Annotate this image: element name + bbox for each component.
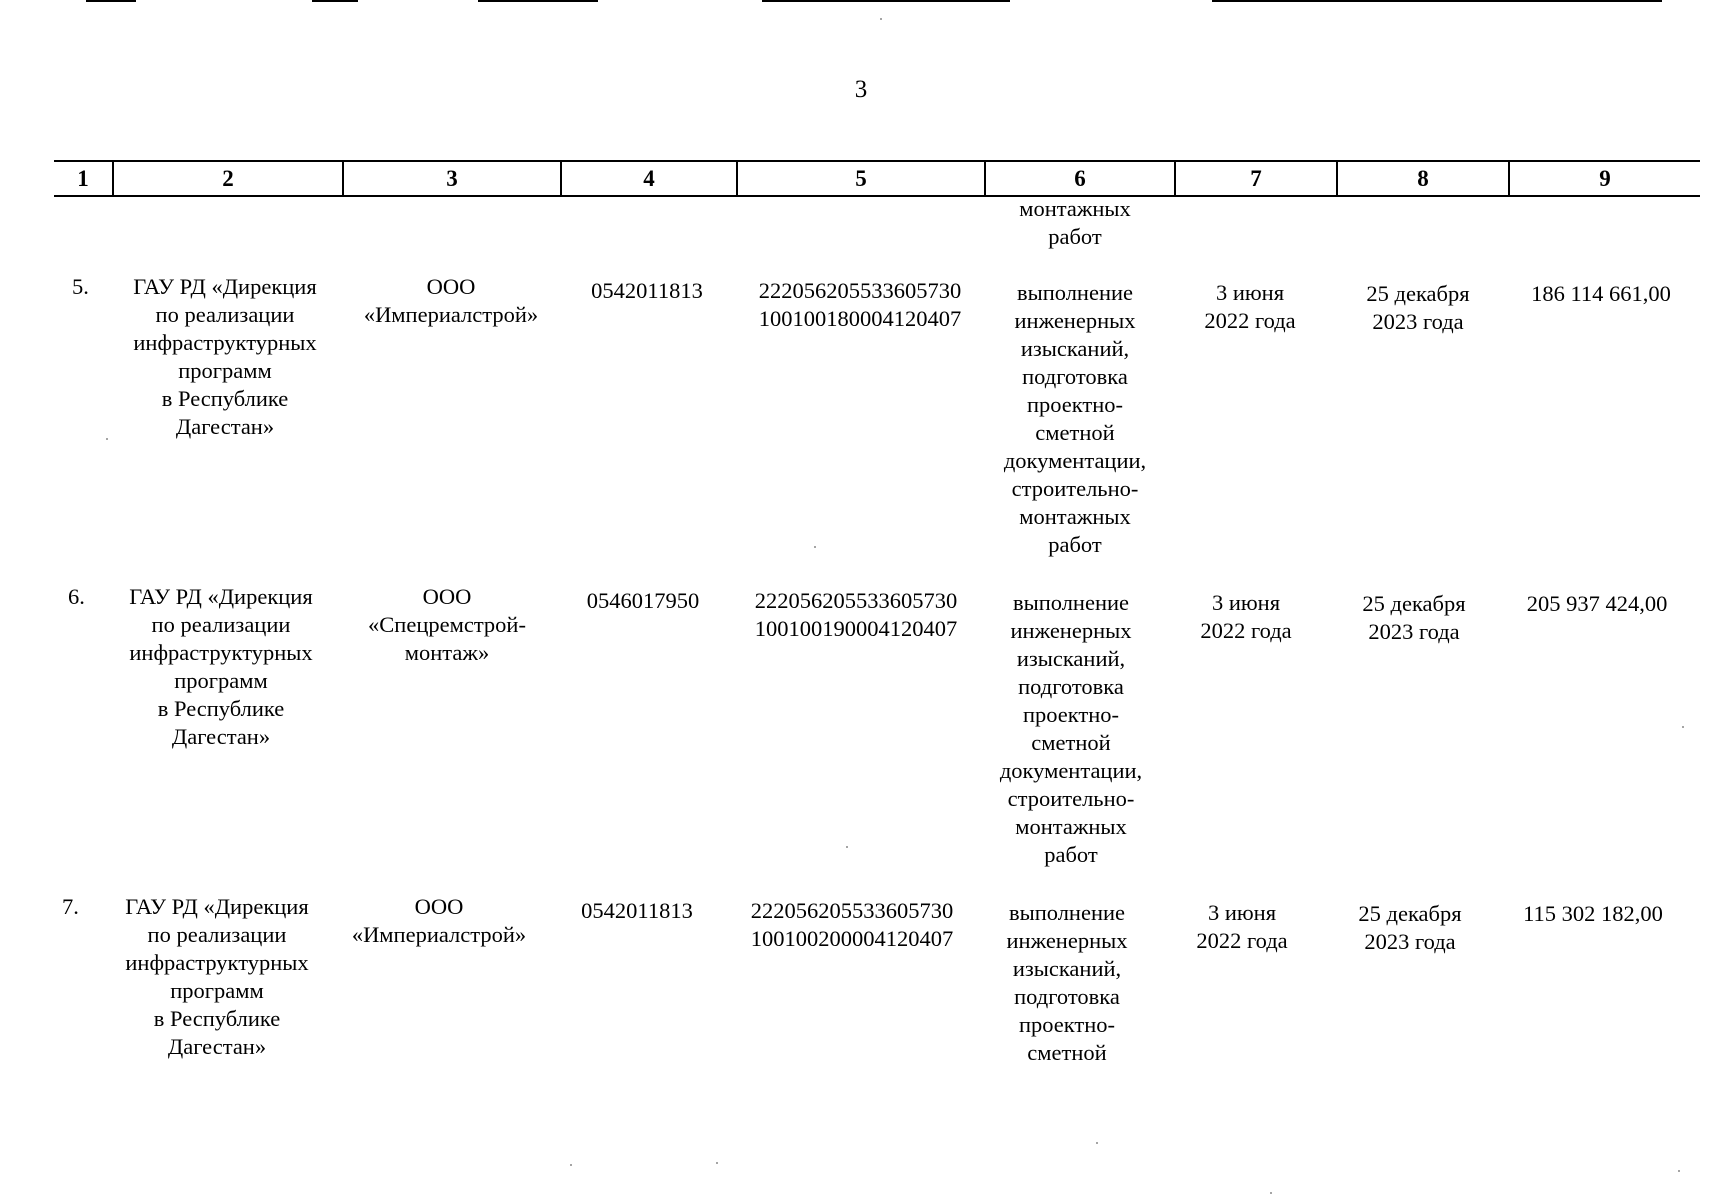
row-7-start-date: 3 июня 2022 года (1196, 900, 1288, 953)
row-6-amount: 205 937 424,00 (1526, 591, 1668, 616)
table-header-row: 1 2 3 4 5 6 7 8 9 (54, 160, 1700, 197)
header-col-4: 4 (560, 162, 736, 195)
row-6-customer: ГАУ РД «Дирекция по реализации инфрастру… (129, 584, 313, 749)
scan-speck (1270, 1192, 1272, 1194)
header-col-8: 8 (1336, 162, 1508, 195)
header-col-1: 1 (77, 166, 89, 191)
header-col-9: 9 (1508, 162, 1700, 195)
scan-speck (716, 1162, 718, 1164)
top-rule-fragment (478, 0, 598, 2)
row-5-start-date: 3 июня 2022 года (1204, 280, 1296, 333)
header-col-5: 5 (736, 162, 984, 195)
scan-speck (570, 1164, 572, 1166)
row-7-work-description: выполнение инженерных изысканий, подгото… (1006, 900, 1128, 1065)
header-col-2: 2 (112, 162, 342, 195)
row-5-work-description: выполнение инженерных изысканий, подгото… (1003, 280, 1147, 557)
scan-speck (1678, 1170, 1680, 1172)
row-6-inn: 0546017950 (586, 588, 700, 613)
top-rule-fragment (762, 0, 1010, 2)
row-5-end-date: 25 декабря 2023 года (1366, 281, 1470, 334)
row-6-contract-code: 222056205533605730 100100190004120407 (754, 588, 958, 641)
scan-speck (846, 846, 848, 848)
row-7-customer: ГАУ РД «Дирекция по реализации инфрастру… (125, 894, 309, 1059)
top-rule-fragment (1212, 0, 1662, 2)
scan-speck (880, 18, 882, 20)
header-col-7: 7 (1174, 162, 1336, 195)
header-col-3: 3 (342, 162, 560, 195)
continuation-work-text: монтажных работ (1019, 196, 1131, 249)
row-7-end-date: 25 декабря 2023 года (1358, 901, 1462, 954)
row-7-inn: 0542011813 (581, 898, 693, 923)
row-6-end-date: 25 декабря 2023 года (1362, 591, 1466, 644)
row-5-number: 5. (72, 274, 89, 299)
scan-speck (106, 438, 108, 440)
row-5-inn: 0542011813 (591, 278, 703, 303)
top-rule-fragment (312, 0, 358, 2)
scan-speck (814, 546, 816, 548)
row-7-contractor: ООО «Империалстрой» (351, 894, 527, 947)
row-6-start-date: 3 июня 2022 года (1200, 590, 1292, 643)
scan-speck (1682, 726, 1684, 728)
row-6-number: 6. (68, 584, 85, 609)
row-5-customer: ГАУ РД «Дирекция по реализации инфрастру… (133, 274, 317, 439)
row-7-amount: 115 302 182,00 (1523, 901, 1663, 926)
row-7-contract-code: 222056205533605730 100100200004120407 (750, 898, 954, 951)
scan-speck (1096, 1142, 1098, 1144)
row-5-contract-code: 222056205533605730 100100180004120407 (758, 278, 962, 331)
header-col-6: 6 (984, 162, 1174, 195)
row-5-contractor: ООО «Империалстрой» (363, 274, 539, 327)
row-6-contractor: ООО «Спецремстрой- монтаж» (368, 584, 526, 665)
row-5-amount: 186 114 661,00 (1531, 281, 1671, 306)
row-6-work-description: выполнение инженерных изысканий, подгото… (999, 590, 1143, 867)
top-rule-fragment (86, 0, 136, 2)
page-number: 3 (854, 76, 868, 103)
row-7-number: 7. (62, 894, 79, 919)
